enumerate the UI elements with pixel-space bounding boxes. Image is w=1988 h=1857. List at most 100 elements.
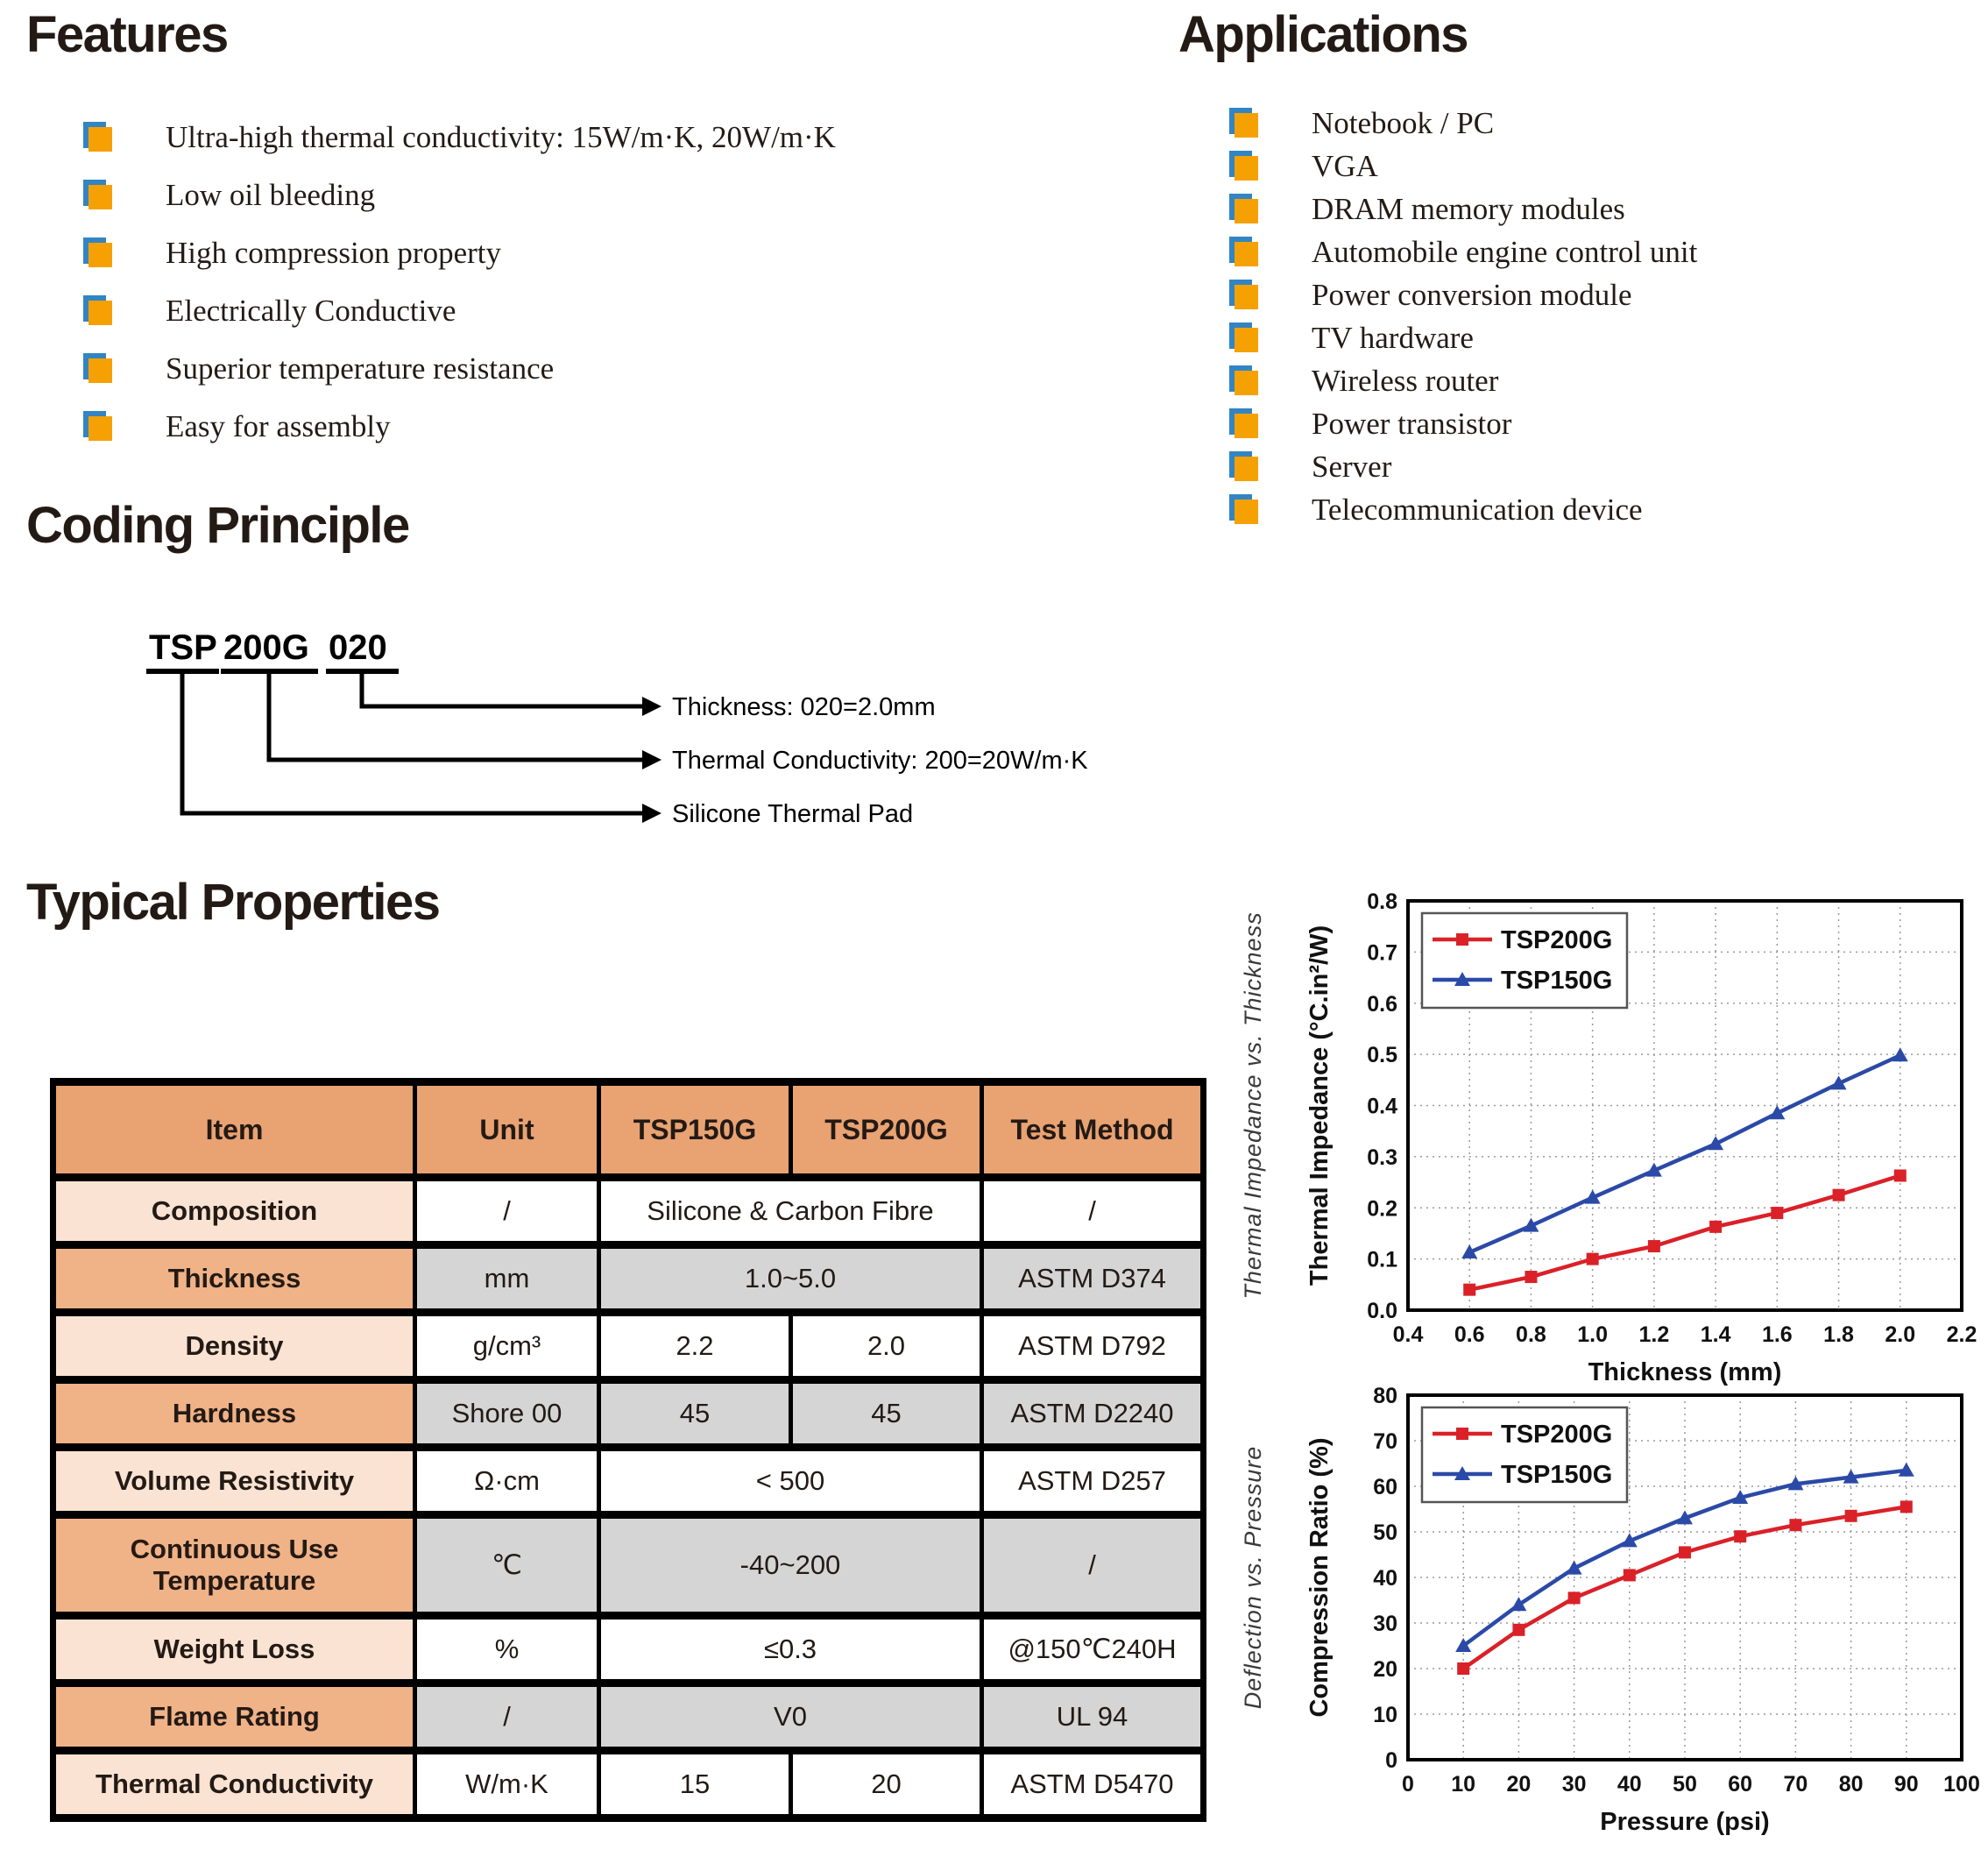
feature-text: Ultra-high thermal conductivity: 15W/m·K…: [166, 120, 836, 154]
square-bullet-icon: [1229, 279, 1259, 311]
svg-text:Compression Ratio (%): Compression Ratio (%): [1305, 1437, 1334, 1717]
application-text: VGA: [1312, 148, 1378, 183]
svg-text:0.8: 0.8: [1367, 890, 1397, 914]
svg-text:Pressure (psi): Pressure (psi): [1600, 1808, 1769, 1836]
application-text: Power transistor: [1312, 406, 1512, 441]
column-header-item: Item: [51, 1078, 417, 1181]
svg-text:1.6: 1.6: [1762, 1322, 1793, 1347]
cell-test-method: ASTM D2240: [980, 1376, 1206, 1451]
cell-value: Silicone & Carbon Fibre: [597, 1173, 984, 1249]
row-item-label: Hardness: [51, 1376, 417, 1451]
svg-text:20: 20: [1373, 1657, 1397, 1682]
square-bullet-icon: [1229, 107, 1259, 139]
feature-text: Electrically Conductive: [166, 294, 456, 328]
list-item: Ultra-high thermal conductivity: 15W/m·K…: [83, 109, 836, 167]
list-item: DRAM memory modules: [1229, 188, 1697, 230]
svg-text:Thermal Impedance vs. Thickne: Thermal Impedance vs. Thickness: [1240, 911, 1266, 1299]
svg-text:0: 0: [1402, 1772, 1414, 1797]
svg-text:90: 90: [1894, 1772, 1919, 1797]
svg-text:1.2: 1.2: [1639, 1322, 1670, 1347]
applications-title: Applications: [1178, 6, 1469, 63]
svg-text:TSP150G: TSP150G: [1501, 967, 1612, 995]
column-header-tsp150g: TSP150G: [597, 1078, 793, 1181]
code-part-tsp: TSP: [149, 628, 217, 667]
square-bullet-icon: [1229, 322, 1259, 354]
square-bullet-icon: [83, 411, 113, 443]
applications-list: Notebook / PC VGA DRAM memory modules Au…: [1229, 102, 1697, 531]
cell-unit: %: [413, 1612, 601, 1687]
column-header-test-method: Test Method: [980, 1078, 1206, 1181]
thermal-impedance-vs-thickness-chart: 0.4 0.6 0.8 1.0 1.2 1.4 1.6 1.8 2.0 2.2 0.0 0.1 0.2 0…: [1240, 890, 1977, 1386]
svg-text:0.2: 0.2: [1367, 1196, 1397, 1221]
cell-unit: mm: [413, 1241, 601, 1316]
svg-text:1.8: 1.8: [1823, 1322, 1854, 1347]
coding-principle-title: Coding Principle: [26, 497, 410, 554]
table-row: Flame Rating / V0 UL 94: [51, 1679, 1206, 1754]
list-item: Power conversion module: [1229, 273, 1697, 316]
code-part-200g: 200G: [223, 628, 309, 667]
table-row: Thickness mm 1.0~5.0 ASTM D374: [51, 1241, 1206, 1316]
svg-text:0.6: 0.6: [1454, 1322, 1485, 1347]
row-item-label: Composition: [51, 1173, 417, 1249]
feature-text: Low oil bleeding: [166, 178, 376, 212]
table-row: Weight Loss % ≤0.3 @150℃240H: [51, 1612, 1206, 1687]
svg-text:Thickness (mm): Thickness (mm): [1588, 1358, 1782, 1386]
features-title: Features: [26, 6, 229, 63]
row-item-label: Density: [51, 1308, 417, 1384]
list-item: Power transistor: [1229, 402, 1697, 445]
svg-text:100: 100: [1943, 1772, 1980, 1797]
arrow-icon: [642, 750, 661, 769]
row-item-label: Thermal Conductivity: [51, 1747, 417, 1822]
table-row: Continuous Use Temperature ℃ -40~200 /: [51, 1511, 1206, 1620]
code-part-020: 020: [329, 628, 387, 667]
svg-text:Deflection vs. Pressure: Deflection vs. Pressure: [1240, 1446, 1266, 1710]
table-row: Density g/cm³ 2.2 2.0 ASTM D792: [51, 1308, 1206, 1384]
feature-text: Easy for assembly: [166, 409, 391, 443]
list-item: High compression property: [83, 224, 836, 282]
square-bullet-icon: [1229, 150, 1259, 182]
svg-text:2.2: 2.2: [1947, 1322, 1977, 1347]
table-row: Hardness Shore 00 45 45 ASTM D2240: [51, 1376, 1206, 1451]
cell-unit: Shore 00: [413, 1376, 601, 1451]
row-item-label: Weight Loss: [51, 1612, 417, 1687]
svg-text:10: 10: [1373, 1703, 1397, 1727]
table-row: Thermal Conductivity W/m·K 15 20 ASTM D5…: [51, 1747, 1206, 1822]
row-item-label: Thickness: [51, 1241, 417, 1316]
cell-tsp200g: 20: [789, 1747, 984, 1822]
column-header-tsp200g: TSP200G: [789, 1078, 984, 1181]
features-list: Ultra-high thermal conductivity: 15W/m·K…: [83, 109, 836, 456]
table-row: Volume Resistivity Ω·cm < 500 ASTM D257: [51, 1443, 1206, 1519]
svg-text:40: 40: [1617, 1772, 1642, 1797]
cell-test-method: ASTM D792: [980, 1308, 1206, 1384]
cell-test-method: ASTM D374: [980, 1241, 1206, 1316]
square-bullet-icon: [1229, 193, 1259, 225]
svg-text:TSP150G: TSP150G: [1501, 1461, 1612, 1489]
row-item-label: Volume Resistivity: [51, 1443, 417, 1519]
square-bullet-icon: [1229, 493, 1259, 526]
svg-text:80: 80: [1839, 1772, 1864, 1797]
coding-label-thickness: Thickness: 020=2.0mm: [672, 693, 936, 721]
square-bullet-icon: [83, 237, 113, 269]
list-item: Superior temperature resistance: [83, 340, 836, 398]
square-bullet-icon: [83, 353, 113, 385]
svg-text:0.3: 0.3: [1367, 1145, 1397, 1170]
svg-text:50: 50: [1673, 1772, 1697, 1797]
svg-text:20: 20: [1506, 1772, 1531, 1797]
svg-text:70: 70: [1783, 1772, 1808, 1797]
svg-text:60: 60: [1373, 1475, 1397, 1499]
application-text: Server: [1312, 449, 1392, 484]
svg-text:1.0: 1.0: [1577, 1322, 1608, 1347]
deflection-vs-pressure-chart: 0 10 20 30 40 50 60 70 80 90 100 0 10 20 30 40 50 60 70 80 P…: [1240, 1384, 1980, 1836]
svg-text:0: 0: [1385, 1748, 1397, 1773]
list-item: Wireless router: [1229, 359, 1697, 402]
svg-text:0.0: 0.0: [1367, 1299, 1397, 1323]
feature-text: High compression property: [166, 236, 501, 270]
row-item-label: Flame Rating: [51, 1679, 417, 1754]
svg-text:0.6: 0.6: [1367, 992, 1397, 1017]
cell-test-method: /: [980, 1511, 1206, 1620]
svg-text:70: 70: [1373, 1429, 1397, 1454]
cell-unit: /: [413, 1679, 601, 1754]
cell-tsp200g: 2.0: [789, 1308, 984, 1384]
coding-principle-diagram: TSP 200G 020 Thickness: 020=2.0mm Therma…: [146, 628, 1088, 828]
svg-text:40: 40: [1373, 1566, 1397, 1591]
